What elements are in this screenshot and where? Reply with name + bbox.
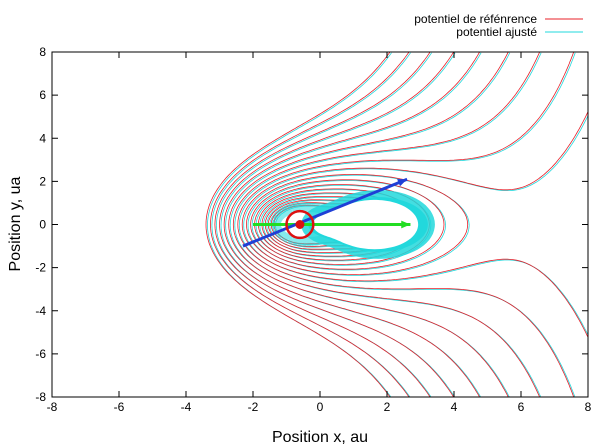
green-arrow-head (401, 220, 411, 229)
legend-label-0: potentiel de réfénrence (414, 12, 537, 26)
x-tick-label: 2 (384, 400, 391, 414)
y-tick-label: 4 (39, 131, 46, 145)
y-tick-label: -4 (35, 304, 46, 318)
center-circle (285, 209, 315, 240)
y-tick-label: -2 (35, 261, 46, 275)
center-point (295, 220, 305, 229)
x-tick-label: -4 (181, 400, 192, 414)
y-axis-ticks: -8 -6 -4 -2 0 2 4 6 8 (35, 45, 588, 404)
blue-arrow-shaft (242, 177, 408, 248)
x-tick-label: -8 (47, 400, 58, 414)
contour-reference-6 (232, 52, 540, 397)
contour-reference-0 (205, 52, 391, 397)
contour-reference-3 (219, 52, 454, 397)
annotation-layer (242, 177, 411, 248)
y-axis-title: Position y, ua (7, 176, 24, 271)
x-tick-label: 4 (451, 400, 458, 414)
contour-reference-10 (250, 179, 445, 270)
contour-reference-5 (228, 52, 509, 397)
y-tick-label: 0 (39, 218, 46, 232)
x-tick-label: -2 (248, 400, 259, 414)
y-tick-label: 6 (39, 88, 46, 102)
blue-arrow-head (397, 179, 408, 187)
contour-reference-4 (223, 52, 480, 397)
x-axis-ticks: -8 -6 -4 -2 0 2 4 6 8 (47, 52, 592, 414)
contour-reference-2 (214, 52, 431, 397)
contour-reference-1 (210, 52, 410, 397)
contour-reference-9 (246, 174, 469, 275)
y-tick-label: -6 (35, 347, 46, 361)
contour-reference-7 (237, 52, 575, 397)
x-tick-label: 0 (317, 400, 324, 414)
x-tick-label: 8 (585, 400, 592, 414)
x-tick-label: 6 (518, 400, 525, 414)
x-tick-label: -6 (114, 400, 125, 414)
legend-label-1: potentiel ajusté (456, 25, 537, 39)
x-axis-title: Position x, au (272, 429, 368, 446)
y-tick-label: 2 (39, 174, 46, 188)
y-tick-label: -8 (35, 390, 46, 404)
y-tick-label: 8 (39, 45, 46, 59)
